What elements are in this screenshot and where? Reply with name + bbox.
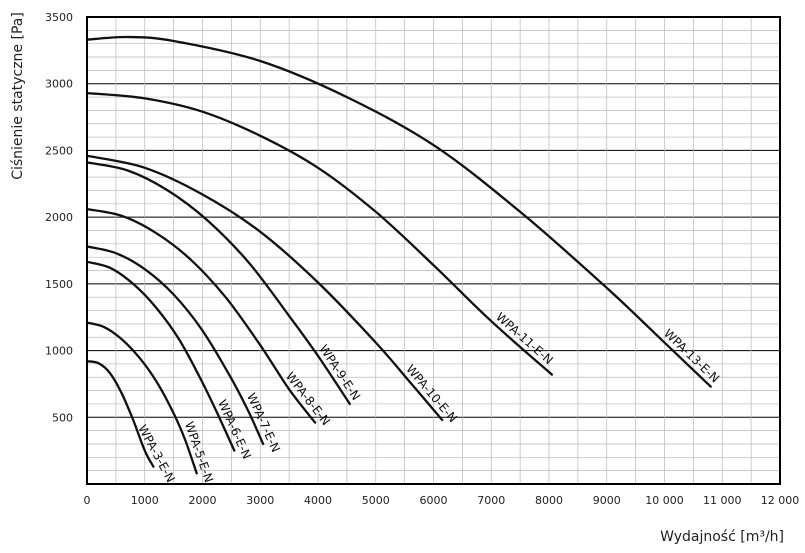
x-tick-label: 6000 — [420, 494, 448, 507]
y-tick-label: 1500 — [45, 278, 73, 291]
curve-label-wpa-10-e-n: WPA-10-E-N — [403, 362, 460, 425]
x-tick-label: 9000 — [593, 494, 621, 507]
curve-wpa-5-e-n — [85, 321, 198, 475]
curve-label-wpa-5-e-n: WPA-5-E-N — [182, 420, 216, 485]
y-tick-label: 3000 — [45, 78, 73, 91]
x-tick-label: 3000 — [246, 494, 274, 507]
curves — [85, 35, 712, 475]
curve-wpa-9-e-n — [85, 161, 351, 406]
curve-label-wpa-8-e-n: WPA-8-E-N — [283, 369, 333, 428]
curve-wpa-7-e-n — [85, 245, 265, 446]
x-tick-label: 5000 — [362, 494, 390, 507]
x-tick-label: 1000 — [131, 494, 159, 507]
y-tick-label: 500 — [52, 411, 73, 424]
x-axis-title: Wydajność [m³/h] — [660, 529, 784, 545]
curve-wpa-8-e-n — [85, 207, 317, 424]
y-tick-label: 2500 — [45, 144, 73, 157]
x-tick-label: 4000 — [304, 494, 332, 507]
curve-wpa-10-e-n — [85, 154, 444, 422]
curve-label-wpa-9-e-n: WPA-9-E-N — [316, 342, 363, 403]
x-tick-label: 8000 — [535, 494, 563, 507]
y-tick-label: 1000 — [45, 345, 73, 358]
x-tick-label: 12 000 — [761, 494, 800, 507]
x-tick-label: 7000 — [477, 494, 505, 507]
plot-frame — [86, 16, 781, 485]
curve-label-wpa-11-e-n: WPA-11-E-N — [493, 310, 556, 368]
x-tick-labels: 0 1000 2000 3000 4000 5000 6000 7000 8000 9000 10 … — [84, 494, 800, 507]
x-tick-label: 11 000 — [703, 494, 742, 507]
curve-wpa-11-e-n — [85, 91, 554, 376]
y-tick-label: 2000 — [45, 211, 73, 224]
x-tick-label: 10 000 — [645, 494, 684, 507]
curve-label-wpa-3-e-n: WPA-3-E-N — [135, 422, 178, 484]
y-tick-label: 3500 — [45, 11, 73, 24]
x-tick-label: 2000 — [189, 494, 217, 507]
y-axis-title: Ciśnienie statyczne [Pa] — [10, 12, 26, 180]
x-tick-label: 0 — [84, 494, 91, 507]
curve-wpa-13-e-n — [85, 35, 712, 388]
y-tick-labels: 500 1000 1500 2000 2500 3000 3500 — [45, 11, 73, 424]
curve-wpa-6-e-n — [85, 260, 236, 452]
curve-label-wpa-13-e-n: WPA-13-E-N — [661, 326, 722, 385]
curve-wpa-3-e-n — [85, 360, 155, 468]
grid — [86, 16, 781, 485]
